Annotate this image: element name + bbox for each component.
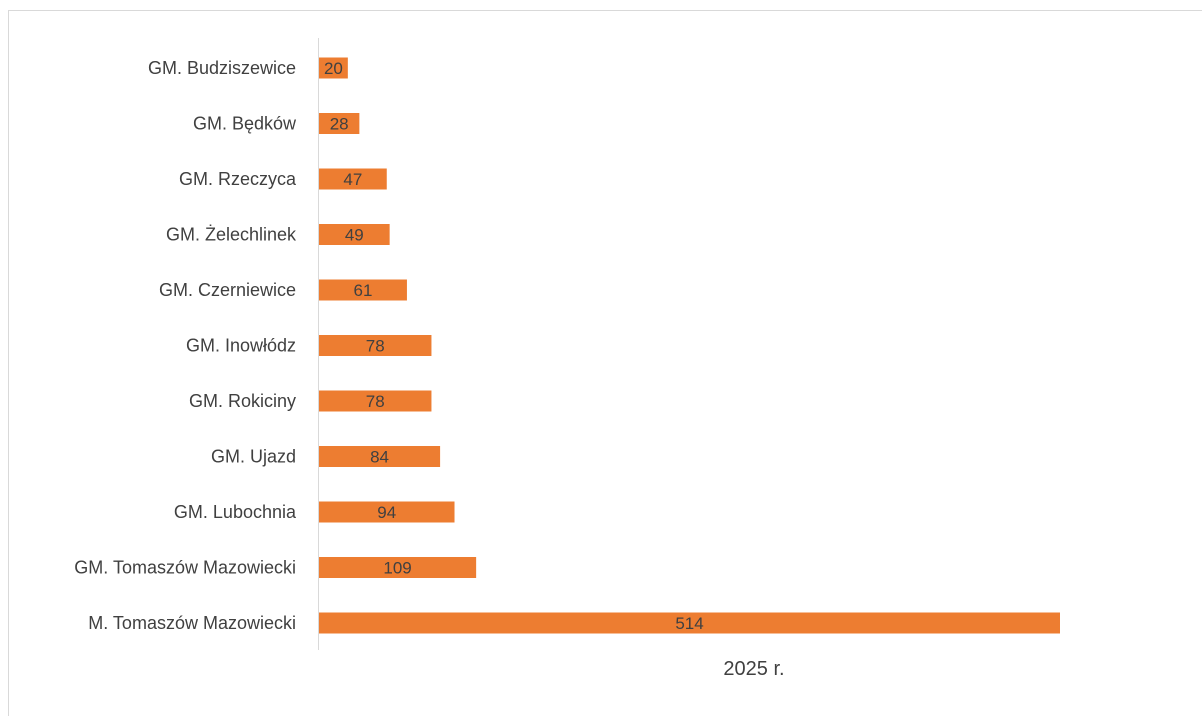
bar [319,612,1060,634]
category-labels: GM. Budziszewice GM. Będków GM. Rzeczyca GM… [74,58,297,633]
bar [319,335,432,356]
bar [319,446,441,467]
bar [319,279,407,301]
data-label: 78 [366,337,385,356]
data-label: 28 [330,115,349,134]
data-label: 84 [370,448,389,467]
category-label: GM. Tomaszów Mazowiecki [74,558,296,578]
data-label: 61 [354,281,373,300]
data-label: 78 [366,392,385,411]
data-label: 47 [343,170,362,189]
category-label: GM. Będków [193,114,297,134]
category-label: GM. Czerniewice [159,280,296,300]
bar [319,113,360,134]
category-label: GM. Rzeczyca [179,169,297,189]
data-label: 20 [324,59,343,78]
data-label: 94 [377,503,396,522]
bar [319,501,455,523]
bars-layer: 20 28 47 49 61 78 78 84 94 109 514 [319,57,1060,634]
category-label: GM. Lubochnia [174,502,297,522]
data-label: 514 [675,614,703,633]
data-label: 49 [345,226,364,245]
category-label: GM. Rokiciny [189,391,296,411]
x-axis-title: 2025 r. [723,658,784,680]
category-label: GM. Inowłódz [186,336,296,356]
chart-frame [8,10,1202,716]
data-label: 109 [383,559,411,578]
category-label: M. Tomaszów Mazowiecki [88,613,296,633]
category-label: GM. Ujazd [211,447,296,467]
category-label: GM. Żelechlinek [166,225,297,245]
bar [319,557,477,578]
bar [319,168,387,190]
bar [319,390,432,412]
category-label: GM. Budziszewice [148,58,296,78]
bar [319,224,390,245]
bar [319,57,348,79]
